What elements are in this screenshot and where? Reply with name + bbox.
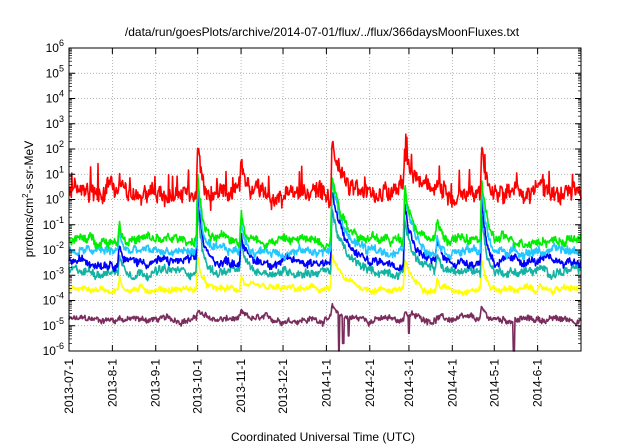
y-tick-exponent: 1 [59,164,64,174]
x-tick-label: 2013-8-1 [105,359,119,407]
x-tick-label: 2014-1-1 [319,359,333,407]
y-tick-exponent: 2 [59,139,64,149]
series-line [68,209,582,282]
y-tick-exponent: -4 [56,291,64,301]
y-tick-exponent: -5 [56,316,64,326]
x-tick-label: 2013-12-1 [276,359,290,414]
x-tick-label: 2013-9-1 [149,359,163,407]
y-tick-label: 101 [46,164,64,181]
series-line [68,186,582,273]
y-tick-label: 10-6 [43,341,64,358]
x-tick-label: 2013-10-1 [191,359,205,414]
y-tick-exponent: 4 [59,89,64,99]
y-tick-label: 10-5 [43,316,64,333]
y-tick-exponent: 6 [59,38,64,48]
y-tick-label: 100 [46,190,64,207]
y-tick-label: 10-3 [43,265,64,282]
y-tick-label: 10-2 [43,240,64,257]
y-tick-exponent: -3 [56,265,64,275]
y-tick-label: 10-4 [43,291,64,308]
series-line [68,173,582,251]
series-line [68,133,582,211]
y-tick-label: 102 [46,139,64,156]
series-line [68,254,582,297]
y-tick-exponent: -1 [56,215,64,225]
y-tick-exponent: 0 [59,190,64,200]
y-tick-label: 103 [46,114,64,131]
x-tick-labels: 2013-07-1 2013-8-1 2013-9-1 2013-10-1 2013-1… [62,359,545,414]
axis-ticks [68,47,581,352]
x-tick-label: 2014-6-1 [531,359,545,407]
y-axis-label: protons/cm2-s-sr-MeV [21,141,36,257]
y-tick-exponent: -2 [56,240,64,250]
y-tick-exponent: -6 [56,341,64,351]
y-tick-exponent: 5 [59,63,64,73]
chart-title: /data/run/goesPlots/archive/2014-07-01/f… [125,25,520,39]
y-tick-exponent: 3 [59,114,64,124]
y-tick-label: 105 [46,63,64,80]
x-tick-label: 2014-3-1 [402,359,416,407]
y-tick-label: 10-1 [43,215,64,232]
y-tick-label: 106 [46,38,64,55]
x-tick-label: 2013-07-1 [62,359,76,414]
x-tick-label: 2014-4-1 [445,359,459,407]
x-tick-label: 2014-5-1 [487,359,501,407]
y-tick-labels: 10-610-510-410-310-210-11001011021031041… [43,38,64,358]
x-tick-label: 2013-11-1 [234,359,248,413]
x-axis-label: Coordinated Universal Time (UTC) [231,430,415,444]
series-lines [68,133,582,352]
y-tick-label: 104 [46,89,64,106]
series-line [68,302,582,352]
x-tick-label: 2014-2-1 [363,359,377,407]
